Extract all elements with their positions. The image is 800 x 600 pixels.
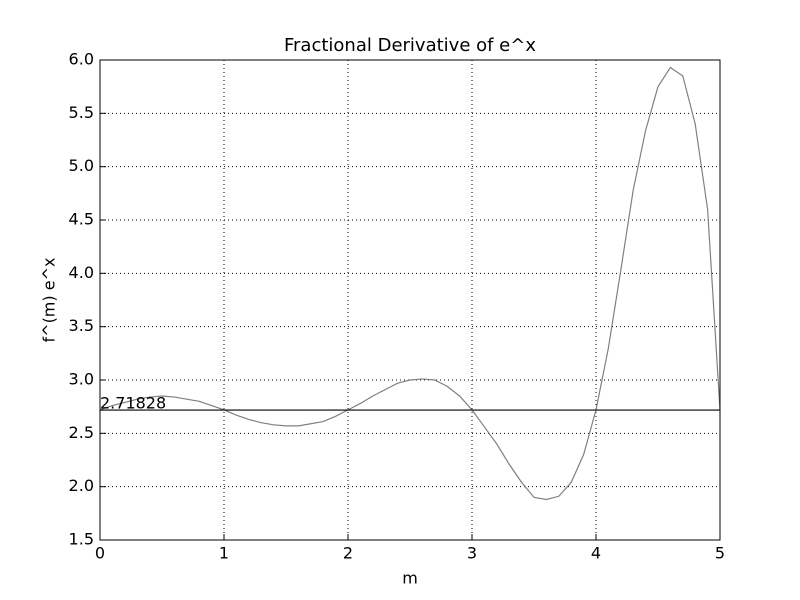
y-tick-label: 3.5 bbox=[69, 316, 94, 335]
reference-label: 2.71828 bbox=[100, 394, 166, 413]
y-tick-label: 5.0 bbox=[69, 156, 94, 175]
plot-frame bbox=[99, 59, 721, 541]
x-axis-label: m bbox=[402, 569, 418, 588]
x-tick-label: 2 bbox=[343, 544, 353, 563]
x-tick-label: 3 bbox=[467, 544, 477, 563]
y-axis-label: f^(m) e^x bbox=[40, 258, 59, 343]
y-tick-label: 3.0 bbox=[69, 370, 94, 389]
chart-title: Fractional Derivative of e^x bbox=[284, 35, 536, 56]
y-tick-label: 5.5 bbox=[69, 103, 94, 122]
y-tick-label: 4.0 bbox=[69, 263, 94, 282]
x-tick-label: 4 bbox=[591, 544, 601, 563]
y-tick-label: 2.0 bbox=[69, 476, 94, 495]
y-tick-label: 2.5 bbox=[69, 423, 94, 442]
x-tick-label: 1 bbox=[219, 544, 229, 563]
y-tick-label: 1.5 bbox=[69, 530, 94, 549]
y-tick-label: 6.0 bbox=[69, 50, 94, 69]
x-tick-label: 5 bbox=[715, 544, 725, 563]
x-tick-label: 0 bbox=[95, 544, 105, 563]
data-line bbox=[99, 66, 721, 501]
y-tick-label: 4.5 bbox=[69, 210, 94, 229]
